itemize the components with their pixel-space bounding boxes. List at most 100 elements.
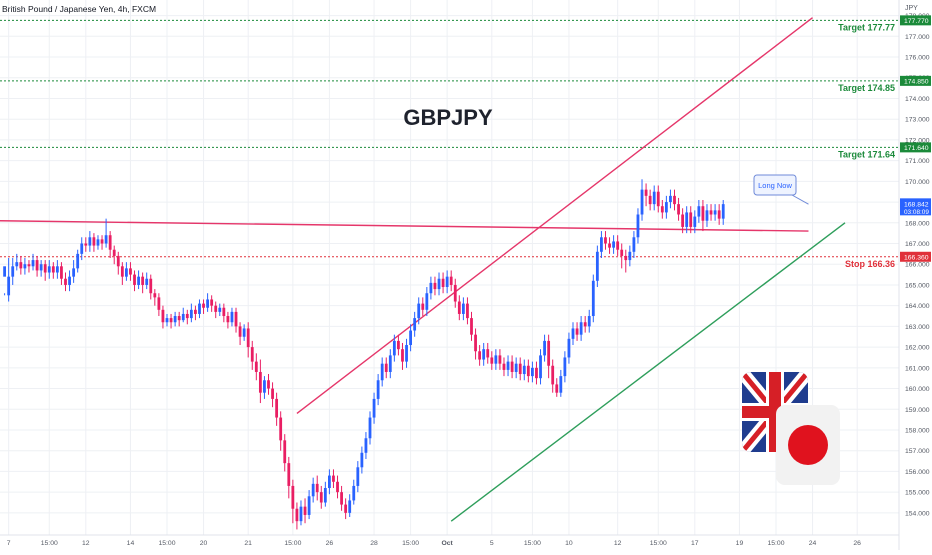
last-price-value: 168.842 [904, 201, 929, 208]
candle-body [80, 243, 84, 254]
time-axis[interactable]: 7 15:00 12 14 15:00 20 21 15:00 26 28 15:00 Oct 5 15:… [0, 534, 899, 547]
candle-body [51, 266, 55, 273]
candle-body [461, 303, 465, 314]
candle-body [522, 365, 526, 375]
candle-body [287, 463, 291, 486]
price-tag-label: 171.640 [904, 145, 929, 152]
candle-body [35, 260, 39, 271]
price-tag-label: 177.770 [904, 18, 929, 25]
candle-body [198, 303, 201, 314]
candle-body [279, 417, 283, 441]
candle-body [173, 316, 177, 323]
candle-body [303, 506, 307, 515]
candle-body [356, 467, 360, 486]
candle-body [84, 243, 88, 246]
candle-body [392, 340, 396, 356]
y-tick-label: 171.000 [905, 158, 930, 165]
candle-body [664, 202, 668, 213]
candle-body [181, 313, 185, 321]
candle-body [372, 398, 376, 418]
candle-body [441, 278, 445, 288]
candle-body [685, 212, 689, 227]
candle-body [677, 204, 680, 215]
candle-body [656, 191, 660, 207]
y-tick-label: 154.000 [905, 510, 930, 517]
candle-body [551, 365, 555, 385]
candle-body [3, 266, 6, 277]
x-tick-label: 12 [82, 540, 90, 547]
candle-body [368, 417, 372, 439]
candle-body [336, 481, 339, 493]
x-tick-label: 19 [736, 540, 744, 547]
grid [0, 0, 899, 535]
candle-body [242, 328, 246, 337]
candle-body [323, 488, 327, 503]
candle-body [364, 438, 368, 453]
candle-body [133, 274, 136, 285]
candle-body [376, 380, 380, 399]
candle-body [267, 380, 270, 389]
trendline [296, 17, 813, 414]
candle-body [425, 293, 429, 310]
candle-body [64, 278, 67, 285]
candle-body [7, 276, 11, 296]
candle-body [449, 276, 453, 285]
x-tick-label: 15:00 [41, 540, 58, 547]
candle-body [96, 239, 100, 246]
candle-body [47, 266, 51, 273]
candle-body [644, 189, 648, 196]
trendlines [0, 17, 846, 522]
candle-body [612, 241, 615, 248]
candle-body [575, 328, 579, 335]
x-tick-label: 26 [853, 540, 861, 547]
candle-body [478, 351, 482, 360]
candle-body [474, 334, 477, 352]
candle-body [246, 328, 250, 348]
last-price-countdown: 03:08:09 [904, 209, 929, 216]
candle-body [153, 293, 157, 298]
candle-body [11, 266, 15, 277]
candle-body [352, 485, 356, 501]
candle-body [514, 363, 518, 372]
candle-body [689, 212, 693, 227]
x-tick-label: 10 [565, 540, 573, 547]
candle-body [250, 347, 254, 362]
candle-body [482, 349, 486, 360]
y-tick-label: 165.000 [905, 282, 930, 289]
candle-body [604, 237, 607, 244]
y-tick-label: 158.000 [905, 427, 930, 434]
price-tag-bg [900, 75, 931, 86]
candle-body [332, 475, 335, 482]
x-tick-label: 15:00 [284, 540, 301, 547]
candle-body [238, 326, 242, 337]
candle-body [620, 249, 624, 256]
candle-body [628, 251, 632, 261]
candle-body [88, 237, 92, 246]
candle-body [165, 318, 169, 323]
candle-body [43, 264, 47, 273]
candle-body [125, 268, 128, 277]
candle-body [595, 251, 599, 281]
candle-body [328, 475, 331, 489]
candle-body [713, 210, 717, 215]
candle-body [100, 239, 104, 244]
candle-body [539, 355, 542, 379]
candle-body [319, 492, 323, 503]
candle-body [202, 303, 205, 308]
long-now-annotation[interactable]: Long Now [753, 174, 809, 205]
candle-body [486, 349, 490, 358]
candle-body [466, 303, 469, 319]
candle-body [210, 299, 214, 306]
x-tick-label: 15:00 [158, 540, 175, 547]
y-tick-label: 156.000 [905, 469, 930, 476]
y-tick-label: 166.000 [905, 262, 930, 269]
candle-body [230, 311, 234, 323]
target-label: Target 177.77 [838, 22, 895, 32]
candle-body [206, 299, 209, 308]
candle-body [149, 278, 153, 294]
price-tag-bg [900, 251, 931, 262]
candle-body [92, 237, 96, 246]
y-tick-label: 162.000 [905, 345, 930, 352]
